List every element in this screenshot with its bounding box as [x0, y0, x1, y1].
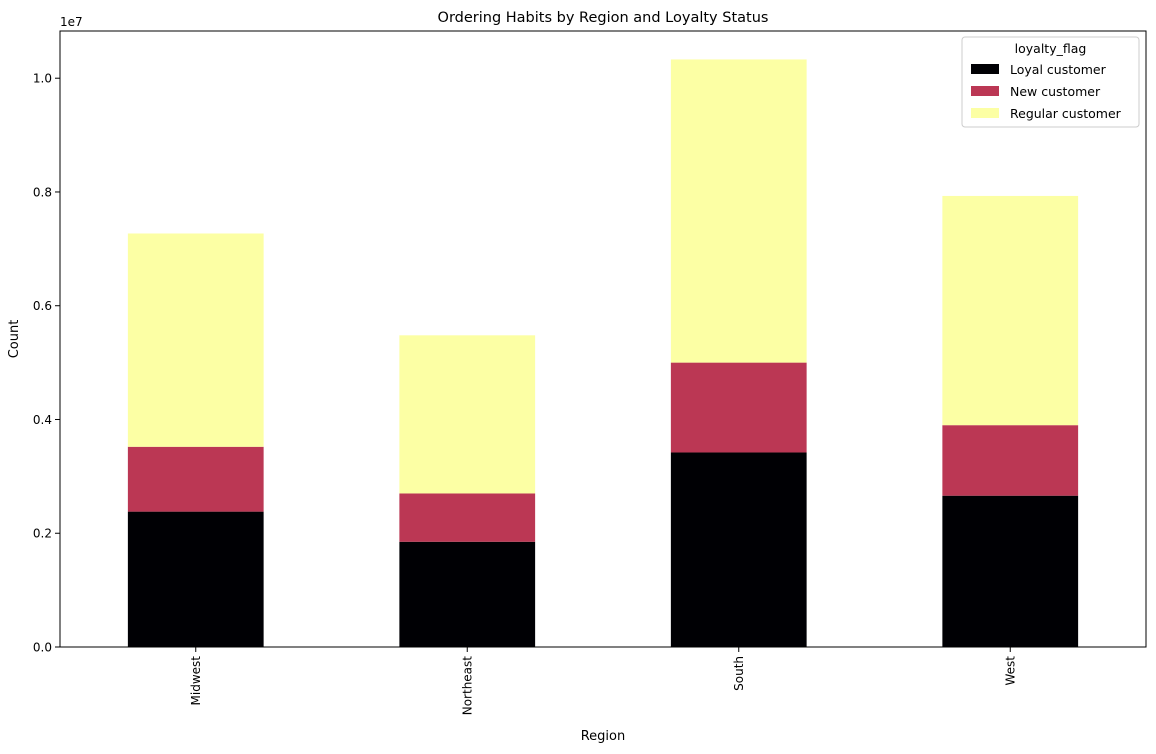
x-tick-label-midwest: Midwest [189, 656, 203, 706]
y-axis-title: Count [7, 320, 22, 359]
bar-midwest-new-customer [127, 446, 264, 512]
legend-label-new-customer: New customer [1010, 84, 1101, 99]
y-axis-multiplier: 1e7 [60, 15, 83, 29]
y-axis: 0.0 0.2 0.4 0.6 0.8 1.0 [33, 72, 60, 655]
bar-west-new-customer [942, 425, 1079, 496]
legend: loyalty_flag Loyal customer New customer Re… [961, 36, 1140, 128]
bar-midwest-regular-customer [127, 233, 264, 447]
x-tick-label-south: South [732, 656, 746, 691]
legend-box [961, 36, 1140, 128]
x-axis-title: Region [581, 729, 626, 744]
x-tick-label-west: West [1003, 656, 1017, 686]
plot-frame [59, 30, 1147, 648]
legend-label-regular-customer: Regular customer [1010, 106, 1122, 121]
bar-south-new-customer [670, 362, 807, 453]
bar-northeast-loyal-customer [399, 541, 536, 647]
y-tick-label: 0.8 [33, 185, 52, 199]
legend-swatch-loyal-customer [971, 64, 999, 74]
bars-group [127, 59, 1079, 647]
x-axis: Midwest Northeast South West [189, 647, 1017, 716]
y-tick-label: 0.6 [33, 299, 52, 313]
bar-west-loyal-customer [942, 495, 1079, 647]
bar-northeast-new-customer [399, 493, 536, 542]
y-tick-label: 0.4 [33, 413, 52, 427]
legend-swatch-new-customer [971, 86, 999, 96]
bar-west-regular-customer [942, 195, 1079, 426]
bar-south-regular-customer [670, 59, 807, 363]
y-tick-label: 1.0 [33, 72, 52, 86]
legend-title: loyalty_flag [1015, 41, 1087, 56]
chart-title: Ordering Habits by Region and Loyalty St… [438, 10, 769, 26]
legend-label-loyal-customer: Loyal customer [1010, 62, 1107, 77]
bar-south-loyal-customer [670, 452, 807, 647]
bar-midwest-loyal-customer [127, 511, 264, 647]
bar-northeast-regular-customer [399, 335, 536, 494]
x-tick-label-northeast: Northeast [460, 656, 474, 716]
y-tick-label: 0.2 [33, 527, 52, 541]
y-tick-label: 0.0 [33, 641, 52, 655]
legend-swatch-regular-customer [971, 108, 999, 118]
